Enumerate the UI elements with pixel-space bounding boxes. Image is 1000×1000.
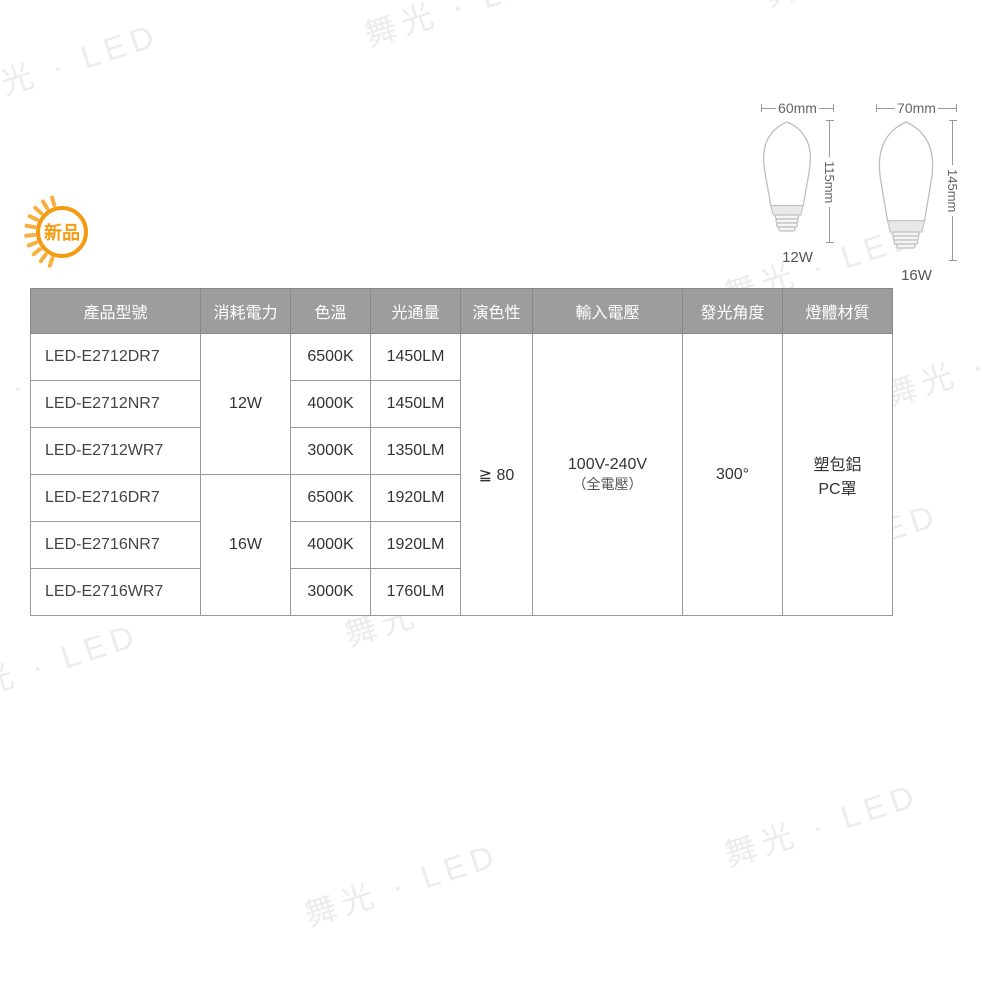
cell-cct: 3000K [291, 428, 371, 475]
spec-table: 產品型號消耗電力色溫光通量演色性輸入電壓發光角度燈體材質 LED-E2712DR… [30, 288, 893, 616]
cell-lumen: 1450LM [371, 381, 461, 428]
cell-lumen: 1450LM [371, 334, 461, 381]
cell-angle: 300° [683, 334, 783, 616]
cell-lumen: 1760LM [371, 569, 461, 616]
bulb-width-dimension: 60mm [761, 100, 834, 116]
watermark-text: 舞光 · LED [0, 10, 165, 116]
bulb-height-dimension: 145mm [945, 120, 960, 261]
bulb-icon [873, 120, 939, 250]
cell-model: LED-E2716DR7 [31, 475, 201, 522]
bulb-width-label: 70mm [897, 100, 936, 116]
sun-icon: 新品 [30, 200, 94, 264]
watermark-text: 舞光 · LED [298, 830, 505, 936]
cell-model: LED-E2716WR7 [31, 569, 201, 616]
table-header-cct: 色溫 [291, 289, 371, 334]
bulb-width-dimension: 70mm [876, 100, 957, 116]
bulb-width-label: 60mm [778, 100, 817, 116]
cell-model: LED-E2712WR7 [31, 428, 201, 475]
cell-voltage: 100V-240V（全電壓） [533, 334, 683, 616]
cell-cct: 6500K [291, 334, 371, 381]
table-header-lm: 光通量 [371, 289, 461, 334]
cell-model: LED-E2712NR7 [31, 381, 201, 428]
bulb-height-label: 115mm [822, 161, 837, 203]
bulb-icon [758, 120, 816, 233]
bulb-caption: 12W [782, 249, 813, 266]
cell-lumen: 1920LM [371, 475, 461, 522]
bulb-figure: 60mm 115mm 12W [758, 100, 837, 284]
bulb-height-label: 145mm [945, 169, 960, 212]
bulb-caption: 16W [901, 267, 932, 284]
new-product-badge: 新品 [30, 200, 94, 264]
cell-model: LED-E2712DR7 [31, 334, 201, 381]
table-header-row: 產品型號消耗電力色溫光通量演色性輸入電壓發光角度燈體材質 [31, 289, 893, 334]
watermark-text: 舞光 · LED [758, 0, 965, 16]
cell-power: 12W [201, 334, 291, 475]
table-header-mat: 燈體材質 [783, 289, 893, 334]
watermark-text: 舞光 · LED [0, 610, 145, 716]
table-header-power: 消耗電力 [201, 289, 291, 334]
cell-model: LED-E2716NR7 [31, 522, 201, 569]
cell-cct: 4000K [291, 381, 371, 428]
badge-label: 新品 [44, 219, 80, 245]
cell-material: 塑包鋁PC罩 [783, 334, 893, 616]
watermark-text: 舞光 · LED [358, 0, 565, 56]
table-header-volt: 輸入電壓 [533, 289, 683, 334]
table-header-cri: 演色性 [461, 289, 533, 334]
cell-cct: 4000K [291, 522, 371, 569]
watermark-text: 舞光 · LED [878, 310, 1000, 416]
bulb-figure: 70mm 145mm 16W [873, 100, 960, 284]
cell-power: 16W [201, 475, 291, 616]
cell-cct: 3000K [291, 569, 371, 616]
bulb-height-dimension: 115mm [822, 120, 837, 243]
cell-lumen: 1350LM [371, 428, 461, 475]
table-header-angle: 發光角度 [683, 289, 783, 334]
table-header-model: 產品型號 [31, 289, 201, 334]
cell-cri: ≧ 80 [461, 334, 533, 616]
table-row: LED-E2712DR712W6500K1450LM≧ 80100V-240V（… [31, 334, 893, 381]
cell-lumen: 1920LM [371, 522, 461, 569]
cell-cct: 6500K [291, 475, 371, 522]
watermark-text: 舞光 · LED [718, 770, 925, 876]
bulb-dimension-figures: 60mm 115mm 12W 70mm [758, 100, 960, 284]
